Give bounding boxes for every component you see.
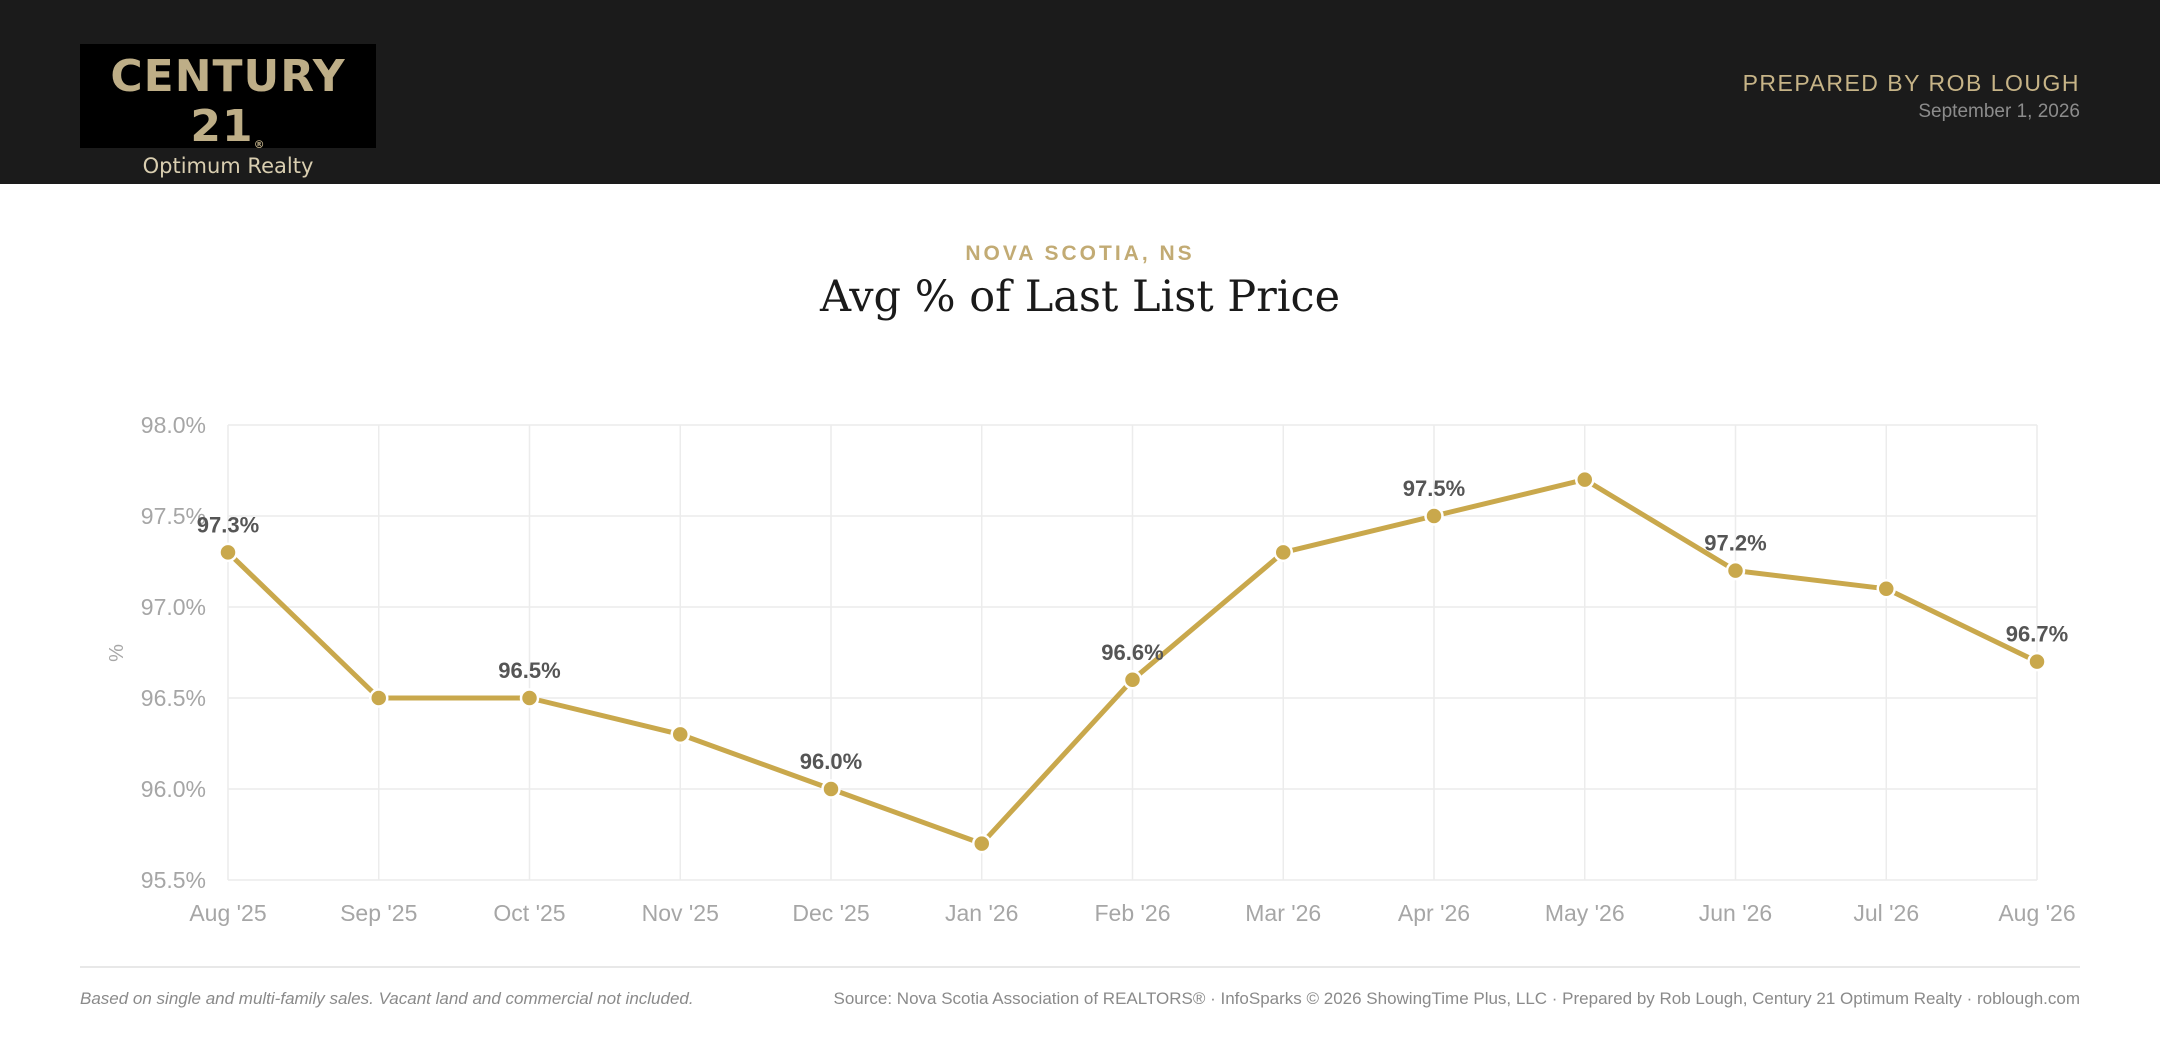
chart-title: Avg % of Last List Price [819,272,1341,322]
y-tick-label: 96.0% [141,776,206,802]
century21-logo[interactable]: CENTURY 21® Optimum Realty [80,44,376,178]
data-point [821,779,841,799]
data-point [1122,670,1143,690]
x-tick-label: Jun '26 [1699,900,1772,926]
data-point [1424,506,1444,526]
data-point [972,833,992,854]
x-tick-label: Sep '25 [340,900,417,926]
data-point [1725,560,1746,581]
x-tick-label: Aug '25 [189,900,266,926]
logo-brand: CENTURY 21 [110,51,346,152]
y-tick-label: 97.0% [141,594,206,620]
y-tick-label: 95.5% [141,867,206,893]
x-tick-label: Apr '26 [1398,900,1470,926]
y-axis-label: % [106,644,128,662]
data-point [670,724,690,745]
x-tick-label: Jul '26 [1853,900,1919,926]
x-tick-label: Mar '26 [1245,900,1321,926]
logo-office-name: Optimum Realty [142,154,314,178]
chart-series [218,469,2047,854]
x-tick-label: Feb '26 [1095,900,1171,926]
prepared-by-label: PREPARED BY ROB LOUGH [1742,70,2080,96]
data-point [1575,469,1595,490]
footer-note: Based on single and multi-family sales. … [80,989,694,1008]
data-label: 96.6% [1101,640,1163,665]
x-tick-label: Oct '25 [493,900,565,926]
report-date: September 1, 2026 [1918,101,2080,122]
x-tick-label: Jan '26 [945,900,1018,926]
x-tick-label: Aug '26 [1998,900,2075,926]
data-label: 96.0% [800,749,862,774]
data-point [2027,651,2047,672]
footer-divider [80,966,2080,968]
line-chart: 95.5% 96.0% 96.5% 97.0% 97.5% 98.0% Aug '25 Sep… [106,412,2076,926]
x-tick-label: May '26 [1545,900,1625,926]
data-label: 96.7% [2006,622,2068,647]
x-tick-label: Nov '25 [642,900,719,926]
y-tick-label: 98.0% [141,412,206,438]
y-tick-label: 97.5% [141,503,206,529]
data-point [1273,542,1293,563]
data-label: 97.2% [1704,531,1766,556]
data-label: 97.3% [197,512,259,537]
logo-registered-mark: ® [253,138,266,151]
chart-data-labels: 97.3% 96.5% 96.0% 96.6% 97.5% 97.2% 96.7% [197,476,2068,774]
data-point [1876,579,1896,599]
data-label: 97.5% [1403,476,1465,501]
data-point [519,688,540,708]
header-bar: CENTURY 21® Optimum Realty PREPARED BY R… [0,0,2160,184]
chart-axes: 95.5% 96.0% 96.5% 97.0% 97.5% 98.0% Aug '25 Sep… [106,412,2076,926]
footer-source: Source: Nova Scotia Association of REALT… [833,989,2081,1008]
data-label: 96.5% [498,658,560,683]
y-tick-label: 96.5% [141,685,206,711]
data-point [369,688,389,708]
chart-subtitle: NOVA SCOTIA, NS [965,242,1195,265]
data-point [218,542,238,563]
x-tick-label: Dec '25 [792,900,869,926]
